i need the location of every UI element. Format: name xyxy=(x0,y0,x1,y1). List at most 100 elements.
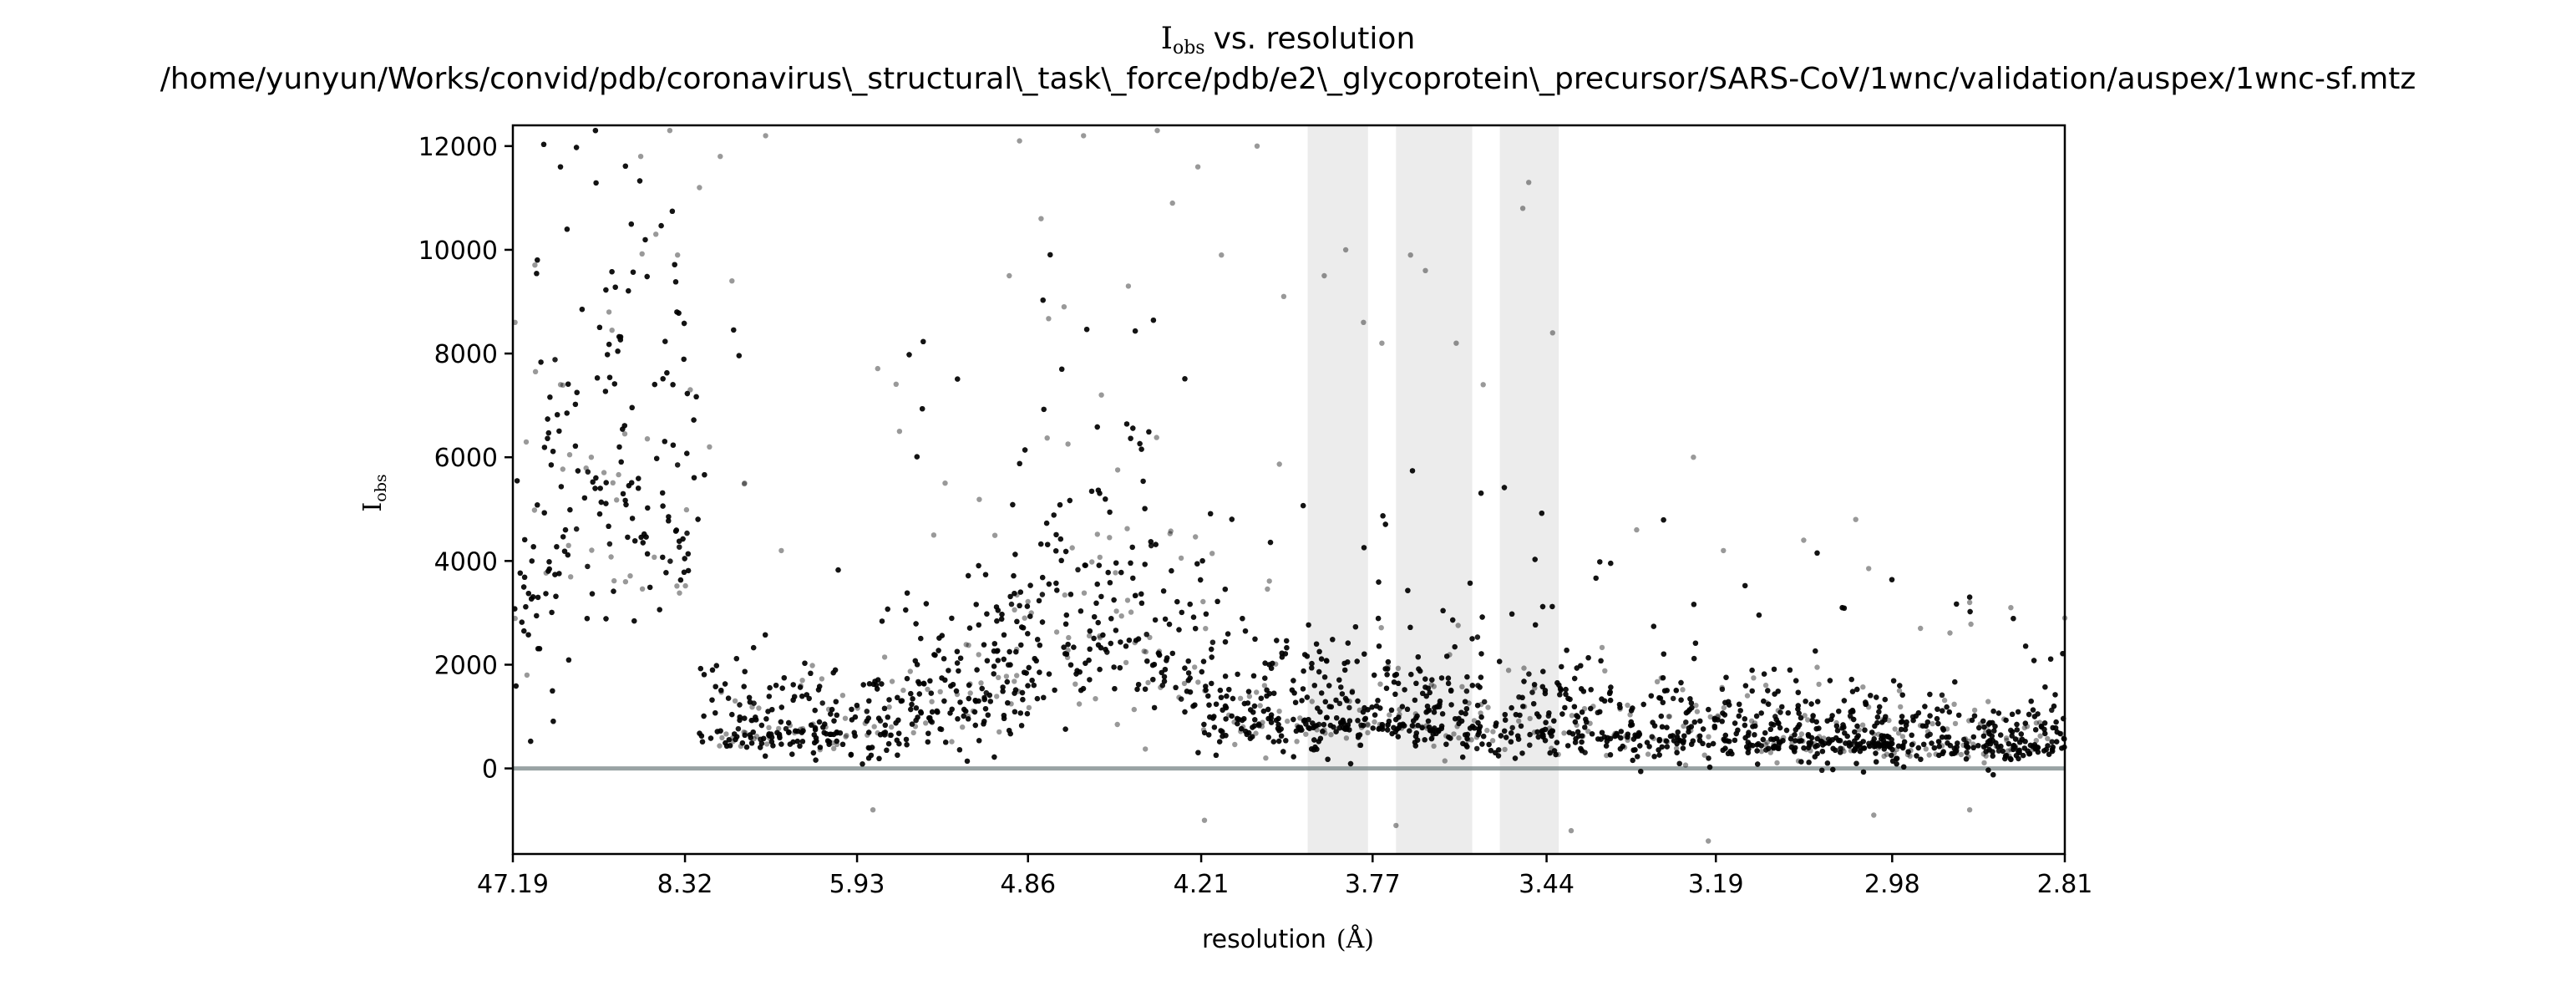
data-point xyxy=(1276,709,1281,714)
chart-title: Iobs vs. resolution xyxy=(1161,22,1416,58)
title-symbol-base: I xyxy=(1161,22,1173,56)
data-point xyxy=(1695,709,1700,714)
data-point xyxy=(875,366,880,371)
data-point xyxy=(1706,734,1711,740)
data-point xyxy=(682,583,687,588)
data-point xyxy=(1169,528,1174,533)
data-point xyxy=(992,533,997,538)
data-point xyxy=(1443,758,1448,763)
data-point xyxy=(684,507,689,512)
data-point xyxy=(1816,682,1821,687)
data-point xyxy=(1209,551,1214,556)
data-point xyxy=(1502,747,1507,752)
data-point xyxy=(1924,746,1929,751)
chart-subtitle: /home/yunyun/Works/convid/pdb/coronaviru… xyxy=(160,62,2416,96)
data-point xyxy=(1012,679,1017,684)
data-point xyxy=(1953,721,1958,726)
data-point xyxy=(1490,738,1495,743)
data-point xyxy=(1123,660,1128,665)
data-point xyxy=(1045,435,1050,440)
data-point xyxy=(1516,719,1521,724)
data-point xyxy=(566,543,571,548)
data-point xyxy=(886,704,891,709)
data-point xyxy=(717,743,722,748)
data-point xyxy=(968,690,973,695)
data-point xyxy=(677,591,682,596)
data-point xyxy=(872,724,877,729)
data-point xyxy=(1267,578,1272,583)
data-point xyxy=(1521,665,1526,670)
data-point xyxy=(1655,679,1660,684)
data-point xyxy=(1431,744,1436,749)
data-point xyxy=(994,694,999,699)
data-point xyxy=(1799,731,1804,736)
data-point xyxy=(831,746,836,751)
data-point xyxy=(1254,689,1259,694)
data-point xyxy=(1098,555,1103,560)
data-point xyxy=(1193,534,1198,539)
data-point xyxy=(900,688,905,693)
data-point xyxy=(929,699,934,704)
data-point xyxy=(1145,680,1150,685)
data-point xyxy=(1947,630,1952,635)
data-point xyxy=(1192,664,1197,669)
data-point xyxy=(889,724,894,729)
data-point xyxy=(567,452,572,457)
data-point xyxy=(1569,713,1575,718)
data-point xyxy=(1026,599,1031,604)
data-point xyxy=(1379,625,1384,630)
data-point xyxy=(1860,723,1865,728)
data-point xyxy=(1805,717,1810,722)
data-point xyxy=(1365,730,1370,735)
data-point xyxy=(1372,719,1377,724)
data-point xyxy=(1012,607,1017,612)
data-point xyxy=(1763,683,1768,688)
data-point xyxy=(1683,762,1688,767)
title-symbol-subscript: obs xyxy=(1173,38,1205,58)
data-point xyxy=(524,440,529,445)
data-point xyxy=(938,689,943,694)
data-point xyxy=(1893,726,1898,731)
data-point xyxy=(764,741,769,746)
data-point xyxy=(809,663,814,668)
data-point xyxy=(601,470,606,475)
data-point xyxy=(1070,545,1075,550)
data-point xyxy=(1600,645,1605,650)
data-point xyxy=(622,431,627,436)
data-point xyxy=(1014,673,1019,678)
data-point xyxy=(640,252,645,257)
data-point xyxy=(1195,679,1200,684)
data-point xyxy=(1054,629,1059,634)
data-point xyxy=(1077,701,1082,706)
data-point xyxy=(1142,648,1147,653)
title-main: vs. resolution xyxy=(1214,22,1416,56)
data-point xyxy=(611,578,616,583)
data-point xyxy=(843,716,848,721)
data-point xyxy=(568,574,573,579)
data-point xyxy=(799,678,804,683)
data-point xyxy=(976,497,981,502)
data-point xyxy=(949,739,954,744)
data-point xyxy=(1046,316,1051,321)
data-point xyxy=(560,466,565,471)
data-point xyxy=(1387,712,1392,717)
data-point xyxy=(894,382,899,387)
data-point xyxy=(723,731,728,736)
data-point xyxy=(996,729,1001,734)
data-point xyxy=(1927,752,1932,757)
data-point xyxy=(1285,719,1290,724)
data-point xyxy=(1265,587,1270,592)
data-point xyxy=(931,532,936,537)
data-point xyxy=(1022,616,1027,621)
data-point xyxy=(1344,735,1349,740)
data-point xyxy=(1154,435,1159,440)
data-point xyxy=(1258,703,1263,708)
data-point xyxy=(1666,714,1671,719)
data-point xyxy=(1128,609,1133,614)
data-point xyxy=(1561,730,1566,735)
data-point xyxy=(532,507,537,512)
data-point xyxy=(1484,728,1489,733)
data-point xyxy=(611,480,616,485)
data-point xyxy=(1451,731,1456,736)
